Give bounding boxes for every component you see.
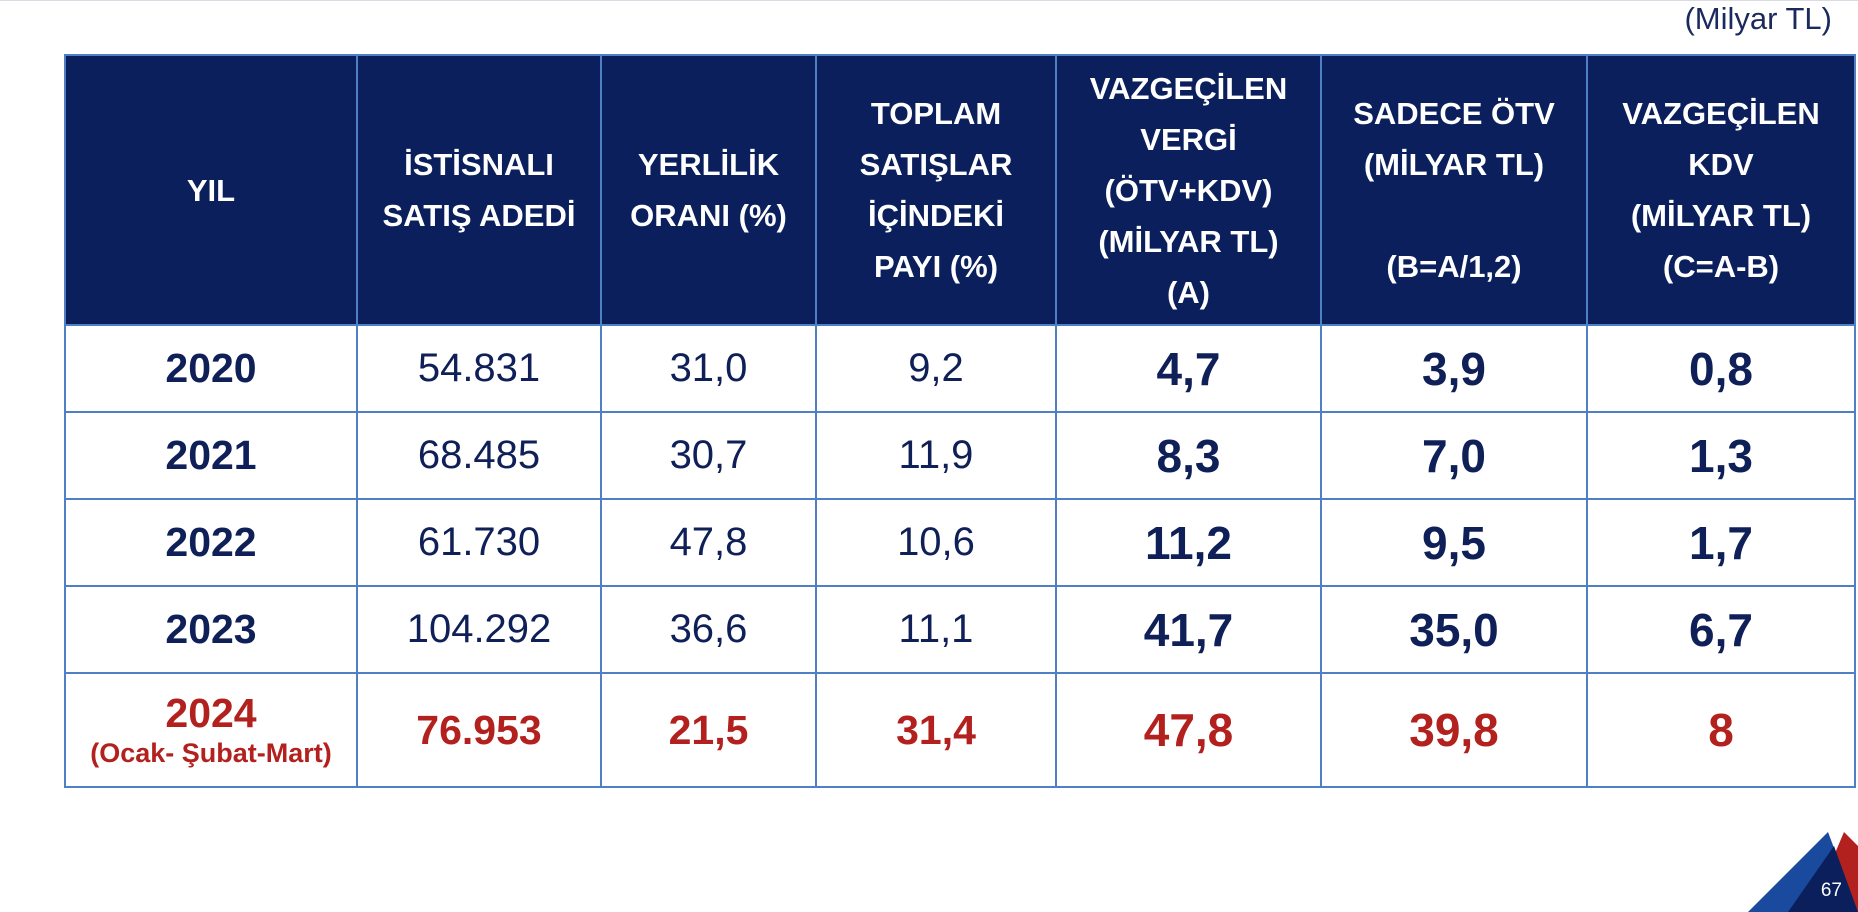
table-row: 2021 68.485 30,7 11,9 8,3 7,0 1,3 [64,411,1856,500]
header-forgone-tax: VAZGEÇİLEN VERGİ (ÖTV+KDV) (MİLYAR TL) (… [1055,54,1322,326]
cell-forgone-kdv: 1,3 [1586,411,1856,500]
cell-share: 9,2 [815,324,1057,413]
cell-forgone-tax: 8,3 [1055,411,1322,500]
cell-units: 68.485 [356,411,602,500]
header-year: YIL [64,54,358,326]
unit-note: (Milyar TL) [1684,1,1832,36]
header-otv-only: SADECE ÖTV (MİLYAR TL) (B=A/1,2) [1320,54,1588,326]
cell-otv-only: 9,5 [1320,498,1588,587]
cell-units: 61.730 [356,498,602,587]
tax-exemption-table: YIL İSTİSNALI SATIŞ ADEDİ YERLİLİK ORANI… [64,54,1856,788]
cell-forgone-tax: 47,8 [1055,672,1322,788]
table-row: 2022 61.730 47,8 10,6 11,2 9,5 1,7 [64,498,1856,587]
cell-year: 2020 [64,324,358,413]
table-row-highlighted: 2024 (Ocak- Şubat-Mart) 76.953 21,5 31,4… [64,672,1856,788]
cell-local-rate: 21,5 [600,672,817,788]
cell-units: 54.831 [356,324,602,413]
cell-year: 2024 (Ocak- Şubat-Mart) [64,672,358,788]
cell-units: 76.953 [356,672,602,788]
year-period-note: (Ocak- Şubat-Mart) [90,738,332,768]
header-local-rate: YERLİLİK ORANI (%) [600,54,817,326]
cell-year: 2022 [64,498,358,587]
cell-forgone-kdv: 6,7 [1586,585,1856,674]
cell-forgone-kdv: 1,7 [1586,498,1856,587]
header-units: İSTİSNALI SATIŞ ADEDİ [356,54,602,326]
cell-otv-only: 7,0 [1320,411,1588,500]
table-row: 2023 104.292 36,6 11,1 41,7 35,0 6,7 [64,585,1856,674]
cell-local-rate: 47,8 [600,498,817,587]
cell-units: 104.292 [356,585,602,674]
table-row: 2020 54.831 31,0 9,2 4,7 3,9 0,8 [64,324,1856,413]
year-main: 2024 [165,690,257,736]
corner-decoration-icon [1748,832,1858,912]
cell-forgone-tax: 11,2 [1055,498,1322,587]
cell-share: 11,1 [815,585,1057,674]
cell-local-rate: 36,6 [600,585,817,674]
cell-local-rate: 30,7 [600,411,817,500]
cell-local-rate: 31,0 [600,324,817,413]
cell-forgone-kdv: 0,8 [1586,324,1856,413]
cell-share: 10,6 [815,498,1057,587]
header-share: TOPLAM SATIŞLAR İÇİNDEKİ PAYI (%) [815,54,1057,326]
cell-otv-only: 39,8 [1320,672,1588,788]
cell-forgone-tax: 41,7 [1055,585,1322,674]
cell-forgone-kdv: 8 [1586,672,1856,788]
cell-otv-only: 3,9 [1320,324,1588,413]
page-number: 67 [1820,880,1842,901]
cell-share: 31,4 [815,672,1057,788]
cell-share: 11,9 [815,411,1057,500]
cell-year: 2021 [64,411,358,500]
header-forgone-kdv: VAZGEÇİLEN KDV (MİLYAR TL) (C=A-B) [1586,54,1856,326]
cell-forgone-tax: 4,7 [1055,324,1322,413]
cell-year: 2023 [64,585,358,674]
cell-otv-only: 35,0 [1320,585,1588,674]
header-row: YIL İSTİSNALI SATIŞ ADEDİ YERLİLİK ORANI… [64,54,1856,326]
